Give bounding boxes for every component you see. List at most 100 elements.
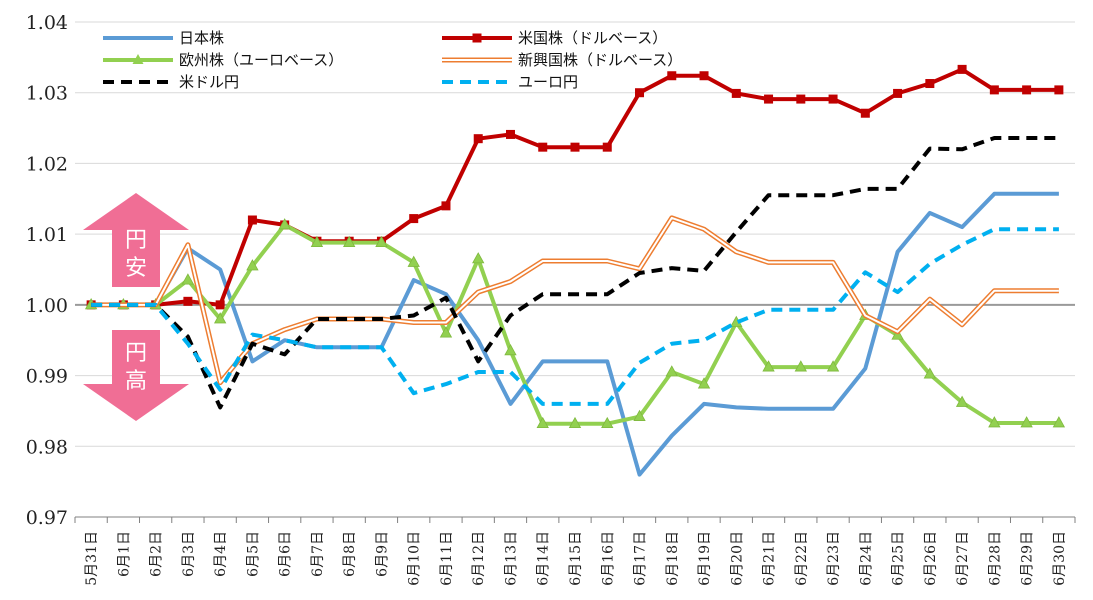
- y-tick-label: 1.02: [26, 153, 68, 175]
- x-axis: 5月31日 6月1日 6月2日 6月3日 6月4日 6月5日 6月6日 6月7日 6月8日 6月9…: [74, 516, 1076, 586]
- data-point: [601, 416, 614, 429]
- series-5: [91, 227, 1059, 406]
- legend-item: 欧州株（ユーロベース）: [103, 51, 343, 69]
- x-tick-label: 6月29日: [1020, 531, 1036, 586]
- data-point: [409, 214, 419, 224]
- series-0: [91, 191, 1059, 477]
- x-tick-label: 6月11日: [439, 531, 455, 586]
- x-tick-label: 6月20日: [729, 531, 745, 586]
- series-4: [91, 136, 1059, 410]
- legend-label: 米国株（ドルベース）: [518, 29, 667, 47]
- legend-label: ユーロ円: [518, 73, 578, 91]
- legend-item: 米国株（ドルベース）: [442, 29, 667, 47]
- x-tick-label: 6月24日: [858, 531, 874, 586]
- data-point: [925, 79, 935, 89]
- data-point: [957, 64, 967, 74]
- x-tick-label: 6月25日: [891, 531, 907, 586]
- y-tick-label: 1.00: [26, 295, 68, 317]
- data-point: [667, 71, 677, 81]
- data-point: [536, 416, 549, 429]
- series-1: [86, 64, 1064, 310]
- data-point: [246, 259, 259, 271]
- y-tick-label: 1.04: [26, 12, 68, 34]
- legend-label: 米ドル円: [179, 73, 239, 91]
- data-point: [439, 326, 453, 338]
- data-point: [764, 94, 774, 104]
- data-point: [473, 134, 483, 144]
- data-point: [1022, 85, 1032, 95]
- y-tick-label: 1.01: [26, 224, 68, 246]
- legend-item: 米ドル円: [103, 73, 239, 91]
- data-point: [635, 88, 645, 98]
- series-line: [91, 136, 1059, 410]
- x-tick-label: 6月6日: [278, 531, 294, 577]
- data-point: [310, 235, 324, 248]
- x-tick-label: 6月5日: [245, 531, 261, 577]
- data-point: [504, 343, 517, 356]
- series-lines: [84, 64, 1066, 477]
- data-point: [891, 328, 904, 340]
- x-tick-label: 6月27日: [955, 531, 971, 586]
- data-point: [407, 255, 420, 267]
- legend-label: 日本株: [179, 29, 224, 47]
- data-point: [796, 94, 806, 104]
- arrow-down-icon: [83, 330, 189, 421]
- series-line: [91, 222, 1059, 426]
- x-tick-label: 6月4日: [213, 531, 229, 577]
- data-point: [697, 377, 711, 389]
- series-line: [91, 67, 1059, 307]
- data-point: [1020, 416, 1033, 428]
- data-point: [213, 312, 227, 324]
- x-tick-label: 6月18日: [665, 531, 681, 586]
- data-point: [215, 300, 225, 310]
- legend-label: 欧州株（ユーロベース）: [179, 51, 343, 69]
- data-point: [923, 367, 937, 379]
- data-point: [665, 365, 678, 377]
- legend-label: 新興国株（ドルベース）: [518, 51, 682, 69]
- x-tick-label: 6月17日: [633, 531, 649, 586]
- data-point: [762, 360, 775, 372]
- legend-marker: [472, 33, 482, 43]
- data-point: [247, 215, 257, 225]
- data-point: [794, 360, 807, 372]
- y-tick-label: 1.03: [26, 83, 68, 105]
- x-tick-label: 6月15日: [568, 531, 584, 586]
- x-tick-label: 6月14日: [536, 531, 552, 586]
- legend-item: 日本株: [103, 29, 224, 47]
- x-tick-label: 6月12日: [471, 531, 487, 586]
- data-point: [568, 416, 582, 429]
- y-tick-label: 0.99: [26, 366, 68, 388]
- x-tick-label: 6月19日: [697, 531, 713, 586]
- data-point: [602, 142, 612, 152]
- series-2: [84, 218, 1066, 429]
- annotation-label: 円高: [125, 341, 147, 394]
- data-point: [441, 201, 451, 211]
- data-point: [343, 235, 356, 248]
- data-point: [183, 296, 193, 306]
- legend: 日本株 米国株（ドルベース） 欧州株（ユーロベース） 新興国株（ドルベース） 米ドル円 ユ…: [103, 29, 682, 91]
- data-point: [1054, 85, 1064, 95]
- data-point: [472, 252, 485, 264]
- x-tick-label: 6月21日: [762, 531, 778, 586]
- data-point: [505, 129, 515, 139]
- y-tick-label: 0.97: [26, 507, 68, 529]
- grid-lines: [75, 21, 1075, 518]
- data-point: [181, 273, 195, 285]
- arrow-up-icon: [83, 193, 189, 287]
- x-tick-label: 6月2日: [149, 531, 165, 577]
- x-tick-label: 6月23日: [826, 531, 842, 586]
- data-point: [633, 409, 646, 421]
- data-point: [955, 395, 969, 407]
- data-point: [375, 235, 388, 248]
- x-tick-label: 6月10日: [407, 531, 423, 586]
- data-point: [570, 142, 580, 152]
- x-tick-label: 6月16日: [600, 531, 616, 586]
- series-line: [91, 227, 1059, 406]
- x-tick-label: 6月22日: [794, 531, 810, 586]
- series-line: [91, 191, 1059, 477]
- x-tick-label: 6月7日: [310, 531, 326, 577]
- data-point: [860, 108, 870, 118]
- legend-item: 新興国株（ドルベース）: [442, 51, 682, 69]
- annotation-label: 円安: [125, 228, 147, 281]
